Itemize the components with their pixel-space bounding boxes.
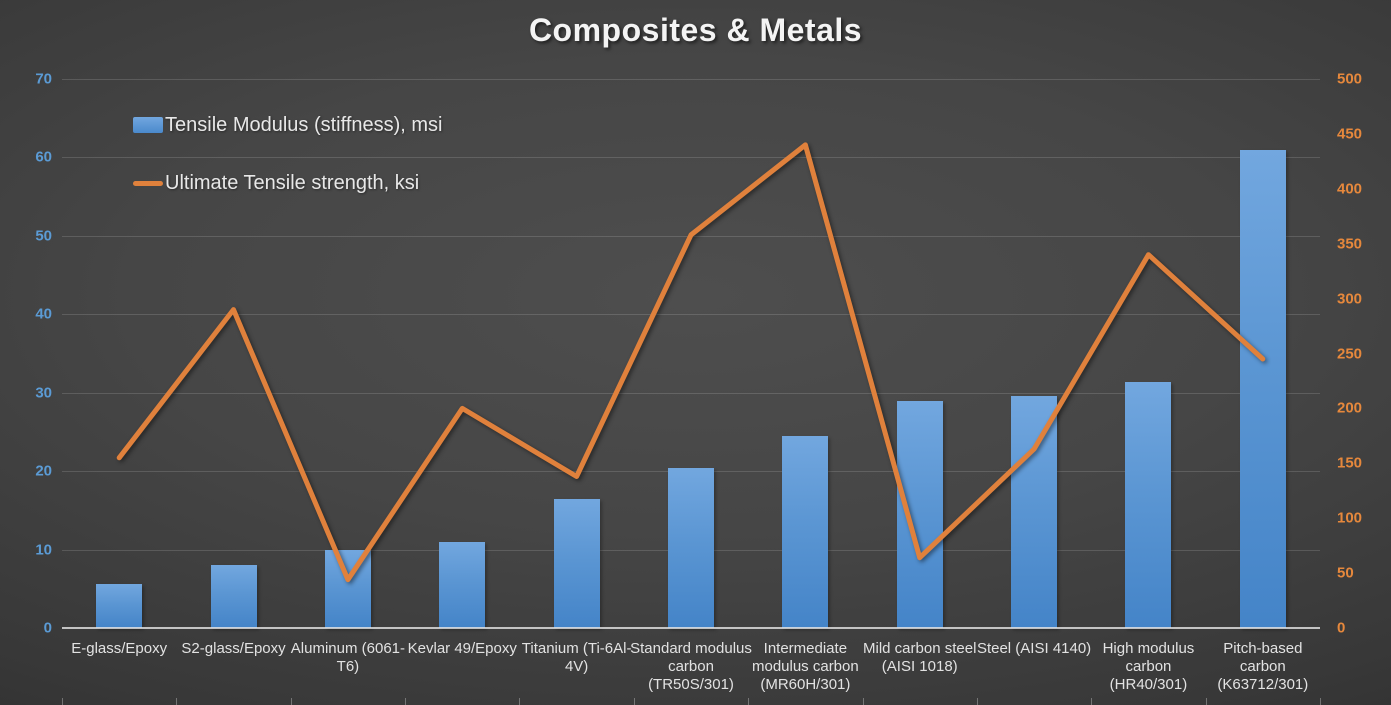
category-label: Mild carbon steel (AISI 1018) — [863, 640, 977, 675]
boundary-tick — [1205, 698, 1207, 705]
bar-swatch-icon — [133, 117, 163, 133]
boundary-tick — [519, 698, 521, 705]
boundary-tick — [405, 698, 407, 705]
gridline — [62, 79, 1320, 80]
category-label: S2-glass/Epoxy — [181, 640, 286, 657]
bar-6 — [668, 468, 714, 628]
right-axis-tick-label: 250 — [1337, 345, 1363, 362]
left-axis-tick-label: 20 — [35, 462, 52, 480]
line-path — [116, 142, 1266, 583]
legend-item-tensile-modulus: Tensile Modulus (stiffness), msi — [133, 110, 443, 140]
left-axis-tick-label: 0 — [43, 619, 52, 637]
category-label: Standard modulus carbon (TR50S/301) — [630, 640, 752, 693]
bar-3 — [324, 549, 371, 628]
category-label: Titanium (Ti-6Al-4V) — [521, 640, 632, 675]
gridline — [62, 314, 1320, 316]
boundary-tick — [1091, 698, 1093, 705]
boundary-tick — [176, 698, 178, 705]
boundary-tick — [1320, 698, 1321, 705]
category-label: Kevlar 49/Epoxy — [407, 640, 517, 657]
bar-10 — [1125, 381, 1172, 628]
bar-7 — [782, 435, 829, 628]
right-axis-tick-label: 100 — [1337, 509, 1363, 527]
left-axis-tick-label: 30 — [35, 384, 52, 402]
right-axis-tick-label: 200 — [1337, 399, 1363, 417]
right-axis-tick-label: 50 — [1337, 564, 1354, 582]
x-axis-line — [62, 627, 1320, 629]
right-axis-tick-label: 350 — [1337, 235, 1363, 253]
category-label: Aluminum (6061-T6) — [290, 640, 406, 675]
chart-title: Composites & Metals — [528, 12, 863, 48]
boundary-tick — [748, 698, 750, 705]
bar-4 — [439, 541, 486, 628]
line-series — [116, 142, 1266, 583]
category-label: Pitch-based carbon (K63712/301) — [1217, 640, 1309, 693]
gridline — [62, 392, 1320, 394]
category-label: High modulus carbon (HR40/301) — [1102, 640, 1195, 693]
bar-8 — [896, 400, 943, 628]
right-axis-tick-label: 300 — [1337, 290, 1363, 308]
legend-label: Ultimate Tensile strength, ksi — [165, 171, 420, 194]
right-axis-tick-label: 500 — [1337, 70, 1363, 88]
right-axis-tick-label: 0 — [1337, 619, 1346, 637]
boundary-tick — [290, 698, 292, 705]
boundary-tick — [862, 698, 864, 705]
legend: Tensile Modulus (stiffness), msi Ultimat… — [133, 110, 443, 226]
right-axis-tick-label: 150 — [1337, 454, 1363, 472]
right-axis-tick-label: 450 — [1337, 125, 1363, 143]
left-axis-tick-label: 10 — [35, 541, 52, 559]
left-axis-tick-label: 50 — [35, 227, 52, 245]
bar-5 — [553, 499, 600, 628]
left-axis-tick-label: 40 — [35, 305, 52, 323]
category-label: E-glass/Epoxy — [71, 640, 168, 657]
legend-item-ultimate-tensile: Ultimate Tensile strength, ksi — [133, 168, 443, 198]
plot-area — [62, 79, 1320, 629]
legend-label: Tensile Modulus (stiffness), msi — [165, 113, 443, 136]
bar-2 — [210, 565, 257, 628]
left-axis-tick-label: 60 — [35, 148, 52, 166]
boundary-tick — [633, 698, 635, 705]
gridline — [62, 157, 1320, 159]
left-axis-tick-label: 70 — [35, 70, 52, 88]
line-swatch-icon — [133, 180, 163, 186]
bar-1 — [96, 584, 143, 628]
bar-11 — [1239, 149, 1286, 628]
boundary-tick — [976, 698, 978, 705]
right-axis-tick-label: 400 — [1337, 180, 1363, 198]
category-label: Intermediate modulus carbon (MR60H/301) — [751, 640, 859, 693]
boundary-tick — [62, 698, 63, 705]
category-label: Steel (AISI 4140) — [976, 640, 1092, 657]
bar-9 — [1011, 395, 1058, 628]
